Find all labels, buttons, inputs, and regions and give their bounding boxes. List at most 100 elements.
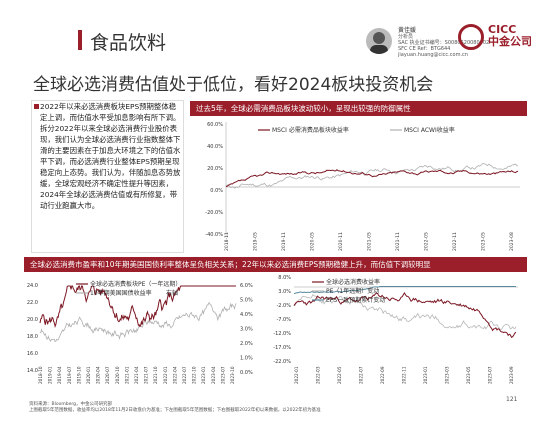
author-name: 黄佳媛 bbox=[398, 27, 417, 34]
page-number: 121 bbox=[506, 396, 518, 403]
chart1-x-tick: 2020-05 bbox=[310, 232, 316, 251]
chart2-right-axis-label: 右轴 bbox=[166, 289, 178, 297]
chart2-x-tick: 2019-10 bbox=[76, 366, 81, 384]
chart2-y-left-tick: 14.0 bbox=[27, 368, 38, 374]
chart3-x-tick: 2022-07 bbox=[359, 366, 364, 384]
chart3-y-tick: -12.0% bbox=[273, 331, 291, 337]
summary-text: 2022年以来必选消费板块EPS预期整体稳定上调，而估值水平受加息影响有所下调。… bbox=[40, 102, 181, 210]
footer-notes: 资料来源：Bloomberg，中金公司研究部 上图截取5年范围数据，收益率均以2… bbox=[29, 402, 321, 414]
chart2-y-right-tick: 5.0% bbox=[240, 298, 253, 304]
chart2-x-tick: 2020-10 bbox=[115, 366, 120, 384]
page-headline: 全球必选消费估值处于低位，看好2024板块投资机会 bbox=[33, 75, 434, 95]
chart1-y-tick: 60.0% bbox=[207, 122, 223, 128]
chart2-y-right-tick: 2.0% bbox=[240, 341, 253, 347]
chart3-x-tick: 2022-11 bbox=[402, 366, 407, 384]
author-line2: SFC CE Ref：BTG644 bbox=[398, 46, 451, 52]
chart1-x-tick: 2022-11 bbox=[452, 232, 458, 251]
chart2-x-tick: 2019-07 bbox=[67, 366, 72, 384]
chart2-legend-pe: 全球必选消费板块PE（一年远期） bbox=[90, 280, 181, 288]
chart2-legend: 全球必选消费板块PE（一年远期） 10年期美国国债收益率 右轴 bbox=[76, 280, 181, 297]
chart1-x-tick: 2021-05 bbox=[367, 232, 373, 251]
chart2-pe-line bbox=[39, 285, 236, 328]
logo-text: CICC bbox=[488, 23, 517, 36]
chart3-legend-return: 全球必选消费收益率 bbox=[326, 278, 380, 286]
chart1-x-tick: 2019-05 bbox=[253, 232, 259, 251]
chart3-y-tick: -22.0% bbox=[273, 359, 291, 365]
chart3-x-tick: 2022-05 bbox=[337, 366, 342, 384]
chart2-x-tick: 2020-07 bbox=[105, 366, 110, 384]
chart3-x-tick: 2023-03 bbox=[445, 366, 450, 384]
chart2-x-tick: 2021-10 bbox=[153, 366, 158, 384]
chart3-x-tick: 2022-03 bbox=[316, 366, 321, 384]
chart3-y-tick: 3.0% bbox=[278, 289, 291, 295]
chart2-x-tick: 2021-07 bbox=[144, 366, 149, 384]
chart2-y-left-tick: 22.0 bbox=[27, 300, 38, 306]
chart1-y-tick: 0.0% bbox=[210, 188, 223, 194]
chart1-x-tick: 2021-11 bbox=[395, 232, 401, 251]
author-avatar bbox=[366, 28, 392, 54]
chart1-y-tick: 40.0% bbox=[207, 144, 223, 150]
chart1-legend-staples: MSCI 必需消费品板块收益率 bbox=[272, 126, 349, 134]
bullet-square-icon bbox=[34, 104, 39, 109]
chart2-x-tick: 2019-01 bbox=[48, 366, 53, 384]
author-line1: SAC 执业证书编号：S0080520080002 bbox=[398, 40, 490, 46]
chart1-x-tick: 2020-11 bbox=[338, 232, 344, 251]
chart3-x-tick: 2023-01 bbox=[423, 366, 428, 384]
chart1-y-tick: -40.0% bbox=[205, 232, 223, 238]
chart1: 60.0% 40.0% 20.0% 0.0% -20.0% -40.0% MSCI 必需消… bbox=[205, 122, 520, 251]
chart2-x-tick: 2023-04 bbox=[211, 366, 216, 384]
chart2-x-tick: 2022-07 bbox=[182, 366, 187, 384]
chart3-y-tick: -17.0% bbox=[273, 345, 291, 351]
section-title: 食品饮料 bbox=[90, 32, 167, 54]
chart2-y-left-tick: 18.0 bbox=[27, 334, 38, 340]
chart1-x-tick: 2018-11 bbox=[224, 232, 230, 251]
chart1-x-tick: 2023-08 bbox=[509, 232, 515, 251]
chart3-x-tick: 2023-05 bbox=[466, 366, 471, 384]
chart2-x-tick: 2020-01 bbox=[86, 366, 91, 384]
chart2-x-tick: 2021-01 bbox=[124, 366, 129, 384]
chart2-y-left-tick: 24.0 bbox=[27, 283, 38, 289]
footer-source: 资料来源：Bloomberg，中金公司研究部 bbox=[29, 402, 112, 407]
logo-subtext: 中金公司 bbox=[488, 35, 532, 48]
chart2-y-right-tick: 0.0% bbox=[240, 370, 253, 376]
footer-note: 上图截取5年范围数据，收益率均以2018年11月2日收盘价为基准；下左图截取5年… bbox=[29, 408, 321, 413]
chart2-y-right-tick: 6.0% bbox=[240, 283, 253, 289]
chart1-legend-acwi: MSCI ACWI收益率 bbox=[404, 126, 455, 134]
chart3-legend-eps: EPS一致预期累计变动 bbox=[326, 296, 385, 304]
chart2-x-tick: 2022-01 bbox=[163, 366, 168, 384]
cicc-logo-icon bbox=[458, 24, 484, 50]
chart2-x-tick: 2019-04 bbox=[57, 366, 62, 384]
chart2-x-tick: 2020-04 bbox=[96, 366, 101, 384]
chart1-x-tick: 2022-05 bbox=[424, 232, 430, 251]
chart3-y-tick: 8.0% bbox=[278, 275, 291, 281]
chart2: 24.0 22.0 20.0 18.0 16.0 14.0 6.0% 5.0% 4.0% 3.0… bbox=[27, 280, 253, 384]
section-accent-bar bbox=[78, 30, 82, 50]
chart3: 8.0% 3.0% -2.0% -7.0% -12.0% -17.0% -22.0% 全球必… bbox=[273, 275, 518, 384]
chart3-x-tick: 2022-09 bbox=[380, 366, 385, 384]
chart2-yield-line bbox=[39, 302, 237, 343]
chart1-x-tick: 2019-11 bbox=[281, 232, 287, 251]
chart2-x-tick: 2023-01 bbox=[201, 366, 206, 384]
author-line3: jiayuan.huang@cicc.com.cn bbox=[398, 52, 468, 58]
chart3-pe-line bbox=[293, 293, 517, 331]
chart2-x-tick: 2022-04 bbox=[172, 366, 177, 384]
chart2-x-tick: 2021-04 bbox=[134, 366, 139, 384]
chart3-legend: 全球必选消费收益率 PE（1年远期）变动 EPS一致预期累计变动 bbox=[312, 278, 385, 304]
chart2-legend-yield: 10年期美国国债收益率 bbox=[90, 289, 152, 297]
author-info: 黄佳媛 分析员 SAC 执业证书编号：S0080520080002 SFC CE… bbox=[398, 27, 490, 59]
chart2-y-left-tick: 16.0 bbox=[27, 351, 38, 357]
chart3-return-line bbox=[293, 292, 517, 338]
chart2-x-tick: 2023-07 bbox=[220, 366, 225, 384]
chart3-eps-line bbox=[293, 286, 516, 295]
chart1-title: 过去5年，全球必需消费品板块波动较小，呈现出较强的防御属性 bbox=[190, 101, 527, 116]
chart3-y-tick: -2.0% bbox=[276, 303, 291, 309]
section2-title: 全球必选消费市盈率和10年期美国国债利率整体呈负相关关系；22年以来必选消费EP… bbox=[24, 257, 527, 272]
chart2-y-right-tick: 3.0% bbox=[240, 327, 253, 333]
chart2-y-right-tick: 4.0% bbox=[240, 312, 253, 318]
logo: CICC 中金公司 bbox=[488, 24, 532, 48]
chart2-y-right-tick: 1.0% bbox=[240, 356, 253, 362]
chart3-x-tick: 2023-09 bbox=[509, 366, 514, 384]
chart3-y-tick: -7.0% bbox=[276, 317, 291, 323]
chart2-y-left-tick: 20.0 bbox=[27, 317, 38, 323]
